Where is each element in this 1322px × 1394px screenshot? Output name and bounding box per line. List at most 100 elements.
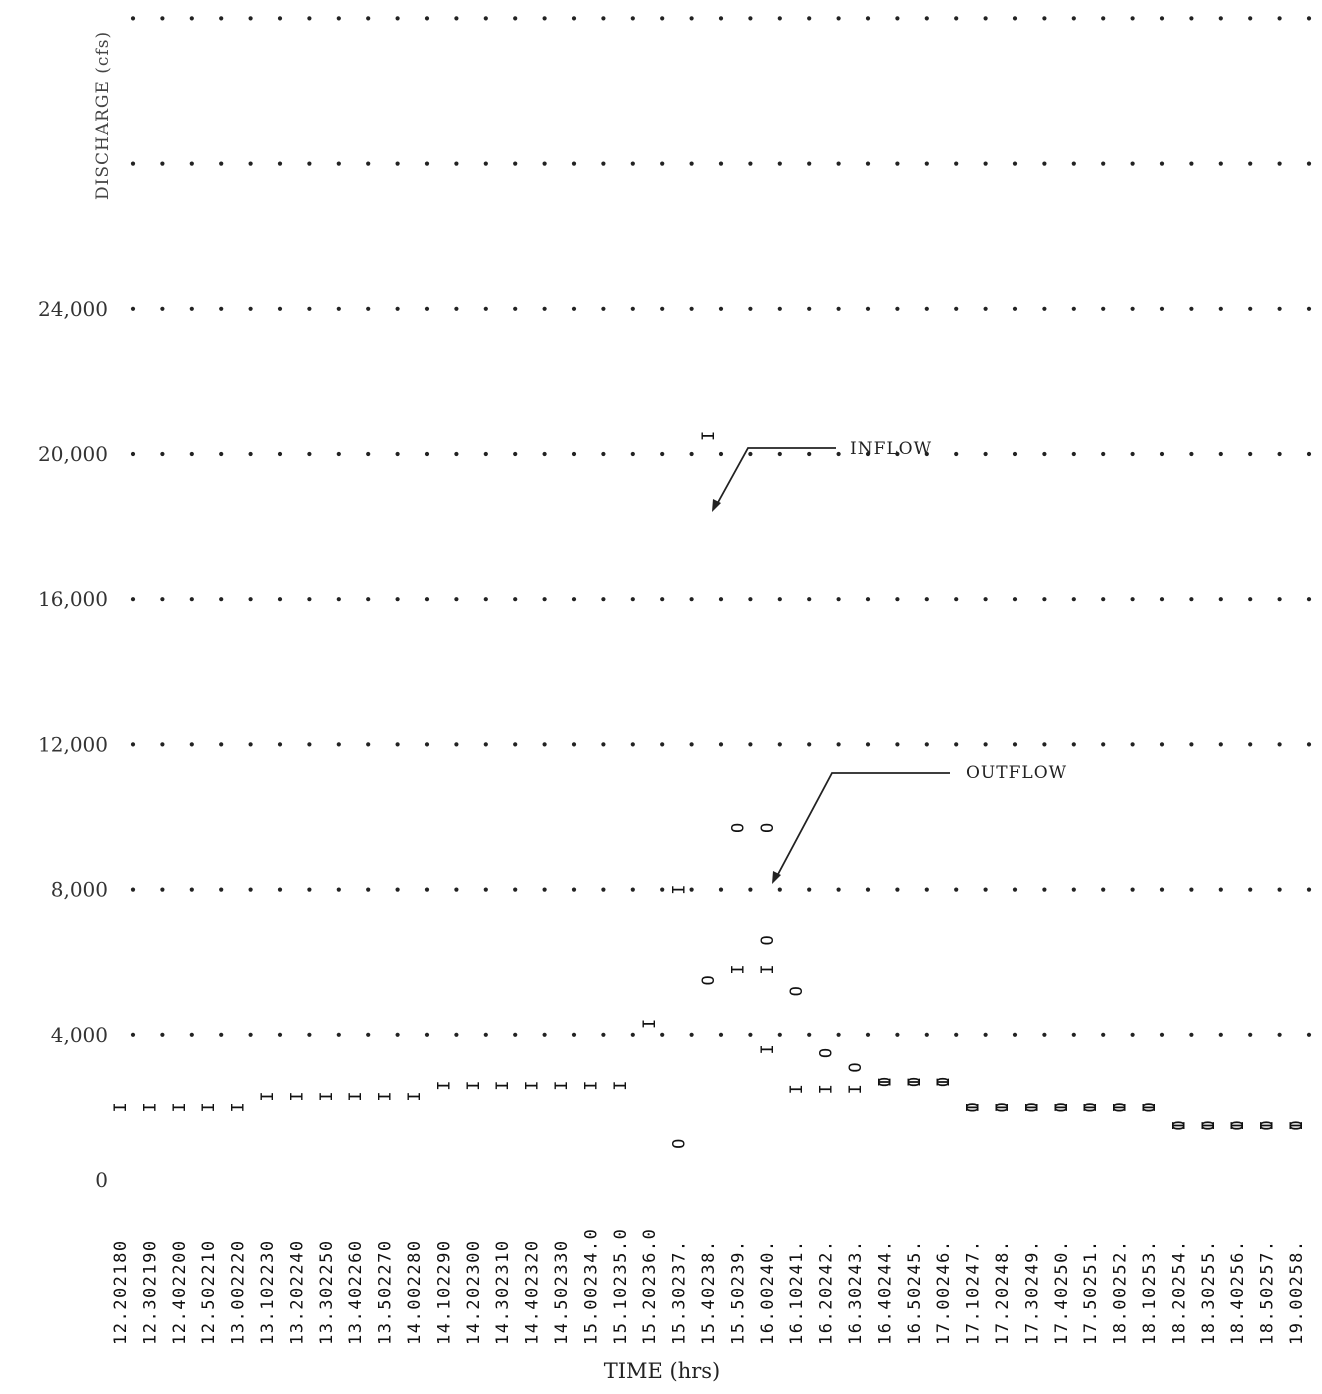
grid-dot xyxy=(424,887,430,892)
grid-dot xyxy=(1306,16,1312,21)
x-tick-label: 15.20236.0 xyxy=(640,1228,660,1345)
grid-dot xyxy=(189,306,194,311)
grid-dot xyxy=(160,887,165,892)
grid-dot xyxy=(307,597,312,602)
grid-dot xyxy=(395,887,400,892)
grid-dot xyxy=(1101,1032,1106,1037)
grid-dot xyxy=(777,1032,782,1037)
grid-dot xyxy=(1189,16,1194,21)
grid-dot xyxy=(1159,597,1165,602)
grid-dot xyxy=(777,742,782,747)
grid-dot xyxy=(571,597,577,602)
grid-dot xyxy=(660,1032,665,1037)
inflow-marker: I xyxy=(875,1077,895,1087)
grid-dot xyxy=(895,597,900,602)
grid-dot xyxy=(954,16,959,21)
grid-dot xyxy=(307,451,312,457)
grid-dot xyxy=(248,16,253,21)
x-tick-label: 17.50251. xyxy=(1081,1239,1101,1345)
y-tick-label: 20,000 xyxy=(38,442,108,466)
grid-dot xyxy=(836,451,841,457)
grid-dot xyxy=(483,161,488,166)
grid-dot xyxy=(718,887,724,892)
x-tick-label: 15.00234.0 xyxy=(581,1228,601,1345)
grid-dot xyxy=(748,1032,753,1037)
grid-dot xyxy=(160,16,165,21)
grid-dot xyxy=(689,597,694,602)
inflow-marker: I xyxy=(993,1102,1013,1112)
grid-dot xyxy=(542,16,547,21)
grid-dot xyxy=(1159,306,1165,311)
grid-dot xyxy=(924,306,929,311)
outflow-arrowhead xyxy=(772,871,781,884)
grid-dot xyxy=(1277,161,1282,166)
grid-dot xyxy=(1277,597,1282,602)
grid-dot xyxy=(1042,306,1047,311)
grid-dot xyxy=(542,451,547,457)
inflow-marker: I xyxy=(170,1102,190,1112)
x-tick-label: 14.202300 xyxy=(464,1239,484,1345)
grid-dot xyxy=(1218,887,1223,892)
grid-dot xyxy=(483,451,488,457)
grid-dot xyxy=(748,306,753,311)
grid-dot xyxy=(983,161,988,166)
grid-dot xyxy=(189,1032,194,1037)
grid-dot xyxy=(513,887,518,892)
inflow-marker: I xyxy=(346,1091,366,1101)
grid-dot xyxy=(954,1032,959,1037)
outflow-marker: O xyxy=(817,1048,837,1058)
grid-dot xyxy=(483,597,488,602)
grid-dot xyxy=(307,306,312,311)
grid-dot xyxy=(1012,597,1018,602)
grid-dot xyxy=(630,16,635,21)
x-tick-label: 14.502330 xyxy=(552,1239,572,1345)
grid-dot xyxy=(689,16,694,21)
grid-dot xyxy=(336,887,341,892)
outflow-marker: O xyxy=(846,1062,866,1072)
grid-dot xyxy=(542,887,547,892)
grid-dot xyxy=(130,16,136,21)
grid-dot xyxy=(718,1032,724,1037)
grid-dot xyxy=(1189,1032,1194,1037)
grid-dot xyxy=(130,887,136,892)
grid-dot xyxy=(748,16,753,21)
grid-dot xyxy=(807,742,812,747)
grid-dot xyxy=(219,887,224,892)
inflow-marker: I xyxy=(1140,1102,1160,1112)
grid-dot xyxy=(542,1032,547,1037)
grid-dot xyxy=(1042,451,1047,457)
grid-dot xyxy=(1248,16,1253,21)
grid-dot xyxy=(895,451,900,457)
inflow-annotation-label: INFLOW xyxy=(850,439,932,459)
grid-dot xyxy=(1159,451,1165,457)
grid-dot xyxy=(689,1032,694,1037)
grid-dot xyxy=(895,742,900,747)
grid-dot xyxy=(983,597,988,602)
grid-dot xyxy=(424,161,430,166)
x-tick-label: 18.20254. xyxy=(1169,1239,1189,1345)
grid-dot xyxy=(366,887,371,892)
y-axis-title: DISCHARGE (cfs) xyxy=(93,31,113,200)
x-tick-label: 16.20242. xyxy=(817,1239,837,1345)
annotations: INFLOW OUTFLOW xyxy=(712,439,1066,884)
grid-dot xyxy=(807,16,812,21)
grid-dot xyxy=(954,742,959,747)
grid-dot xyxy=(1218,597,1223,602)
grid-dot xyxy=(777,597,782,602)
grid-dot xyxy=(454,451,459,457)
grid-dot xyxy=(454,306,459,311)
x-tick-label: 17.20248. xyxy=(993,1239,1013,1345)
grid-dot xyxy=(513,1032,518,1037)
grid-dot xyxy=(689,742,694,747)
grid-dot xyxy=(1306,742,1312,747)
grid-dot xyxy=(630,887,635,892)
grid-dot xyxy=(807,1032,812,1037)
outflow-marker: O xyxy=(1140,1102,1160,1112)
grid-dot xyxy=(160,306,165,311)
grid-dot xyxy=(395,742,400,747)
grid-dot xyxy=(366,16,371,21)
grid-dot xyxy=(366,597,371,602)
inflow-marker: I xyxy=(905,1077,925,1087)
grid-dot xyxy=(366,451,371,457)
dotted-gridlines xyxy=(130,16,1312,1037)
